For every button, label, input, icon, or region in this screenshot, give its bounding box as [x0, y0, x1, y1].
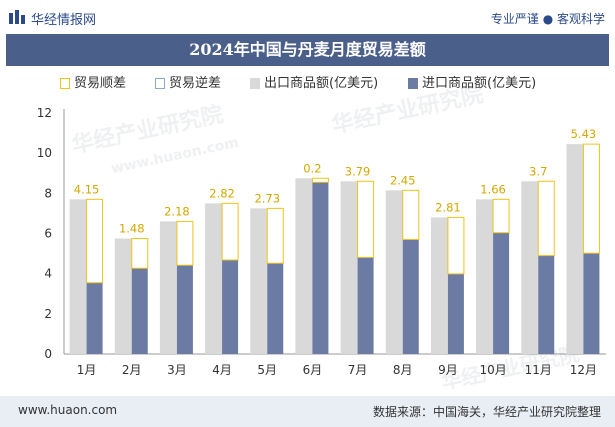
surplus-bracket [402, 189, 420, 241]
legend-swatch-import [408, 78, 418, 89]
surplus-bracket [221, 202, 239, 261]
balance-value-label: 3.79 [345, 164, 371, 178]
surplus-bracket [582, 143, 600, 254]
export-bar [69, 199, 87, 354]
x-tick-label: 11月 [525, 363, 552, 377]
x-tick-label: 1月 [77, 363, 97, 377]
x-tick-label: 2月 [122, 363, 142, 377]
y-tick-label: 6 [44, 227, 52, 241]
footer: www.huaon.com 数据来源：中国海关，华经产业研究院整理 [0, 396, 615, 427]
footer-url: www.huaon.com [18, 403, 118, 417]
import-bar [222, 260, 239, 354]
legend-label-deficit: 贸易逆差 [169, 76, 222, 91]
surplus-bracket [537, 180, 555, 257]
y-tick-label: 12 [37, 106, 52, 120]
balance-value-label: 2.81 [435, 200, 461, 214]
balance-value-label: 3.7 [529, 164, 547, 178]
surplus-bracket [266, 207, 284, 264]
export-bar [340, 181, 358, 354]
import-bar [267, 263, 284, 354]
surplus-bracket [447, 216, 465, 275]
import-bar [538, 255, 555, 354]
surplus-bracket [86, 198, 104, 284]
x-tick-label: 6月 [303, 363, 323, 377]
surplus-bracket [311, 177, 329, 183]
export-bar [250, 208, 268, 354]
balance-value-label: 2.82 [209, 186, 235, 200]
export-bar [385, 190, 403, 354]
x-tick-label: 7月 [348, 363, 368, 377]
brand-name: 华经情报网 [31, 13, 97, 28]
import-bar [131, 268, 148, 354]
y-tick-label: 8 [44, 186, 52, 200]
surplus-bracket [357, 180, 375, 258]
balance-value-label: 5.43 [571, 127, 597, 141]
import-bar [402, 239, 419, 354]
x-tick-label: 3月 [167, 363, 187, 377]
x-tick-label: 5月 [257, 363, 277, 377]
footer-source: 数据来源：中国海关，华经产业研究院整理 [372, 405, 601, 419]
legend-swatch-deficit [155, 78, 165, 89]
export-bar [205, 203, 223, 354]
y-tick-label: 0 [44, 347, 52, 361]
export-bar [295, 178, 313, 354]
surplus-bracket [492, 198, 510, 234]
balance-value-label: 0.2 [303, 161, 321, 175]
export-bar [114, 238, 132, 354]
x-tick-label: 8月 [393, 363, 413, 377]
legend-label-import: 进口商品额(亿美元) [422, 76, 537, 91]
slogan: 专业严谨 ● 客观科学 [490, 12, 605, 26]
balance-value-label: 2.45 [390, 173, 416, 187]
export-bar [159, 221, 177, 354]
x-tick-label: 9月 [438, 363, 458, 377]
balance-value-label: 2.18 [164, 204, 190, 218]
export-bar [521, 181, 539, 354]
y-tick-label: 10 [37, 146, 52, 160]
top-bar: 华经情报网 专业严谨 ● 客观科学 [0, 0, 615, 34]
import-bar [447, 273, 464, 354]
chart-title: 2024年中国与丹麦月度贸易差额 [189, 40, 426, 59]
legend-swatch-surplus [60, 78, 70, 89]
export-bar [476, 199, 494, 354]
balance-value-label: 2.73 [254, 191, 280, 205]
x-tick-label: 12月 [570, 363, 597, 377]
balance-value-label: 1.48 [119, 222, 145, 236]
x-tick-label: 4月 [212, 363, 232, 377]
y-tick-label: 2 [44, 307, 52, 321]
surplus-bracket [176, 220, 194, 266]
import-bar [86, 282, 103, 354]
import-bar [312, 182, 329, 354]
legend-label-export: 出口商品额(亿美元) [264, 76, 379, 91]
x-tick-label: 10月 [479, 363, 506, 377]
import-bar [357, 257, 374, 354]
balance-value-label: 4.15 [74, 182, 100, 196]
logo-icon [9, 10, 25, 24]
import-bar [493, 232, 510, 354]
export-bar [566, 144, 584, 354]
import-bar [583, 253, 600, 354]
y-tick-label: 4 [44, 267, 52, 281]
legend-swatch-export [250, 78, 260, 89]
title-bar: 2024年中国与丹麦月度贸易差额 [6, 34, 609, 66]
export-bar [430, 217, 448, 354]
legend-label-surplus: 贸易顺差 [74, 76, 127, 91]
chart-plot: 0 2 4 6 8 10 12 4.15 1月 1.48 2月 2.18 3月 2.82 4月 2.73 5月 0… [37, 106, 606, 377]
import-bar [176, 265, 193, 354]
surplus-bracket [131, 238, 149, 269]
balance-value-label: 1.66 [480, 182, 506, 196]
